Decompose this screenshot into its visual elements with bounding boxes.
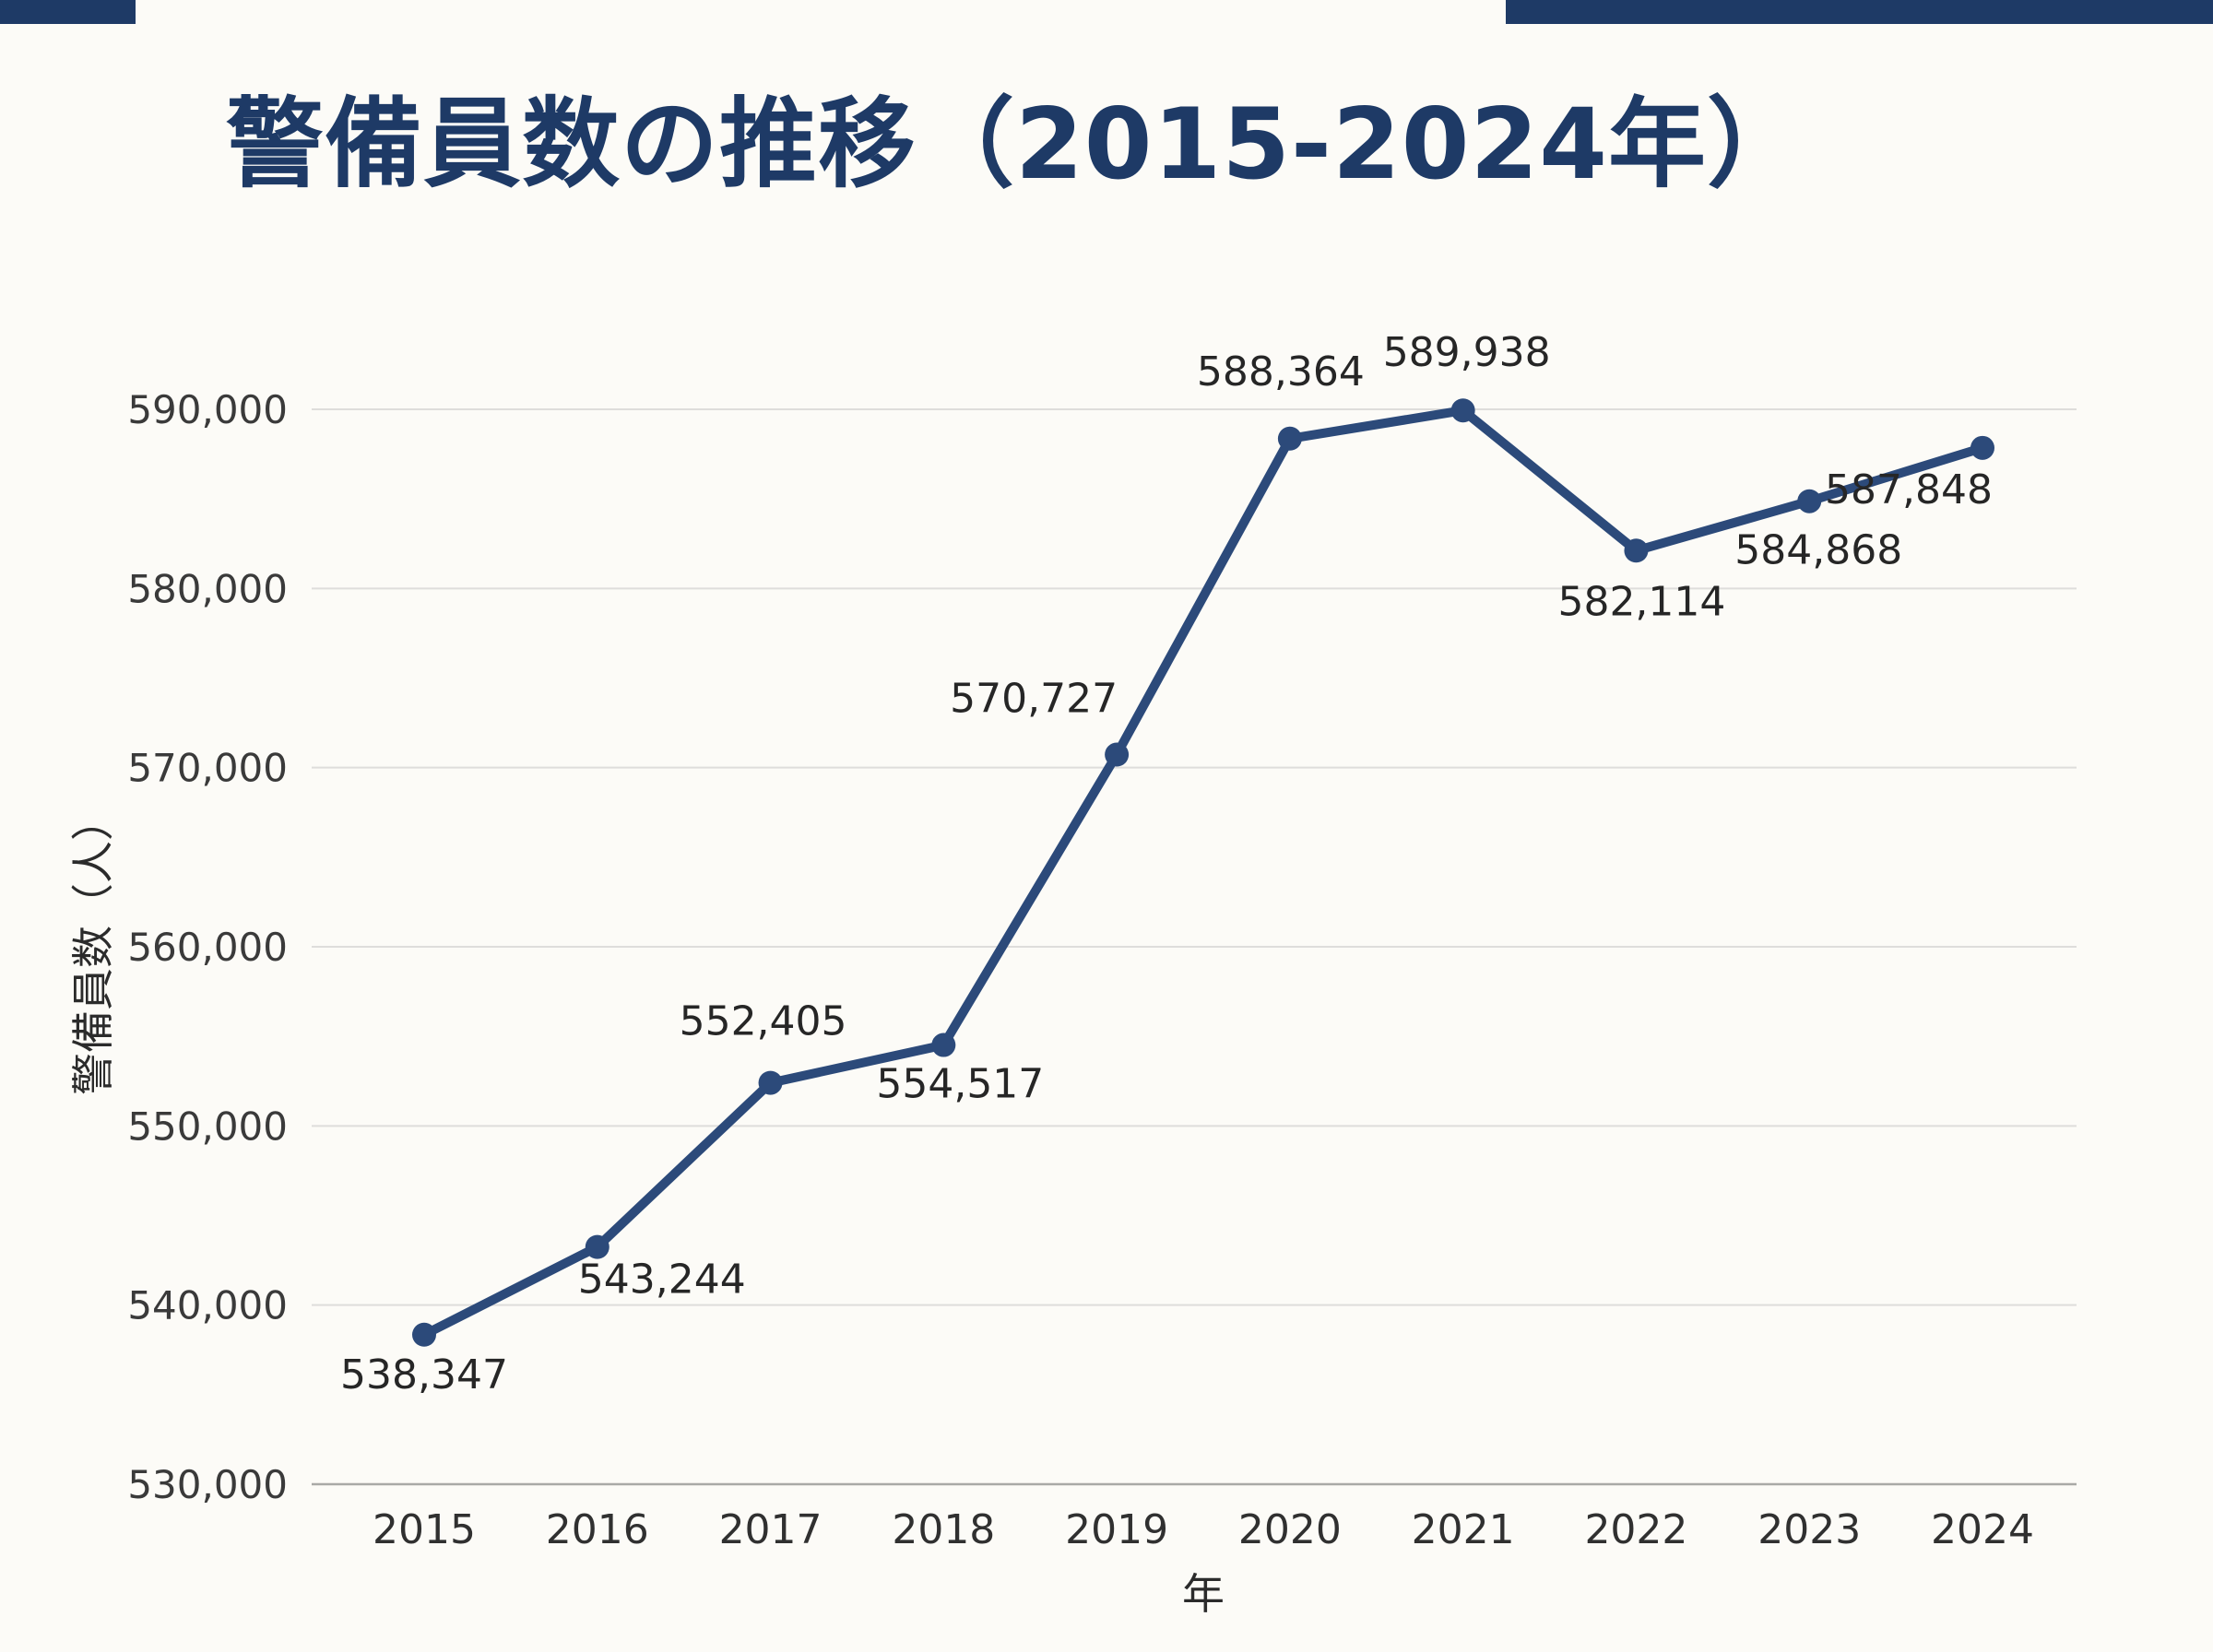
y-tick-label: 550,000	[127, 1103, 288, 1149]
data-point-label: 543,244	[578, 1257, 746, 1304]
top-left-accent-bar	[0, 0, 136, 24]
x-tick-label: 2015	[373, 1506, 476, 1553]
y-tick-label: 570,000	[127, 746, 288, 791]
data-point	[1277, 426, 1302, 451]
x-tick-label: 2023	[1757, 1506, 1861, 1553]
x-tick-label: 2017	[719, 1506, 822, 1553]
data-point	[585, 1234, 609, 1259]
x-tick-label: 2020	[1238, 1506, 1342, 1553]
x-tick-label: 2016	[546, 1506, 649, 1553]
data-point	[412, 1322, 436, 1347]
y-tick-label: 580,000	[127, 566, 288, 611]
data-point	[758, 1070, 783, 1095]
x-tick-label: 2021	[1412, 1506, 1515, 1553]
data-point-label: 554,517	[876, 1061, 1044, 1108]
y-tick-label: 540,000	[127, 1283, 288, 1328]
x-tick-label: 2018	[892, 1506, 995, 1553]
data-point-label: 587,848	[1825, 466, 1993, 513]
data-point	[1797, 489, 1822, 513]
y-axis-label: 警備員数（人）	[68, 798, 118, 1095]
data-point-label: 570,727	[950, 676, 1118, 723]
y-tick-label: 560,000	[127, 925, 288, 970]
data-point	[1105, 742, 1130, 767]
data-point	[1970, 435, 1994, 460]
x-tick-label: 2019	[1065, 1506, 1168, 1553]
x-tick-label: 2024	[1931, 1506, 2034, 1553]
x-axis-label: 年	[1182, 1569, 1225, 1619]
data-point-label: 588,364	[1197, 348, 1365, 395]
y-tick-label: 590,000	[127, 387, 288, 432]
data-point-label: 538,347	[340, 1351, 508, 1398]
top-right-accent-bar	[1506, 0, 2213, 24]
data-point-label: 552,405	[680, 998, 847, 1045]
y-tick-label: 530,000	[127, 1462, 288, 1507]
data-point	[931, 1032, 956, 1057]
data-line	[420, 406, 1987, 1339]
x-tick-label: 2022	[1584, 1506, 1687, 1553]
data-point-label: 589,938	[1383, 329, 1551, 376]
chart-title: 警備員数の推移（2015-2024年）	[226, 88, 1806, 201]
data-point	[1450, 398, 1475, 423]
data-point	[1624, 538, 1649, 563]
data-point-label: 582,114	[1557, 578, 1725, 625]
data-point-label: 584,868	[1734, 527, 1902, 574]
